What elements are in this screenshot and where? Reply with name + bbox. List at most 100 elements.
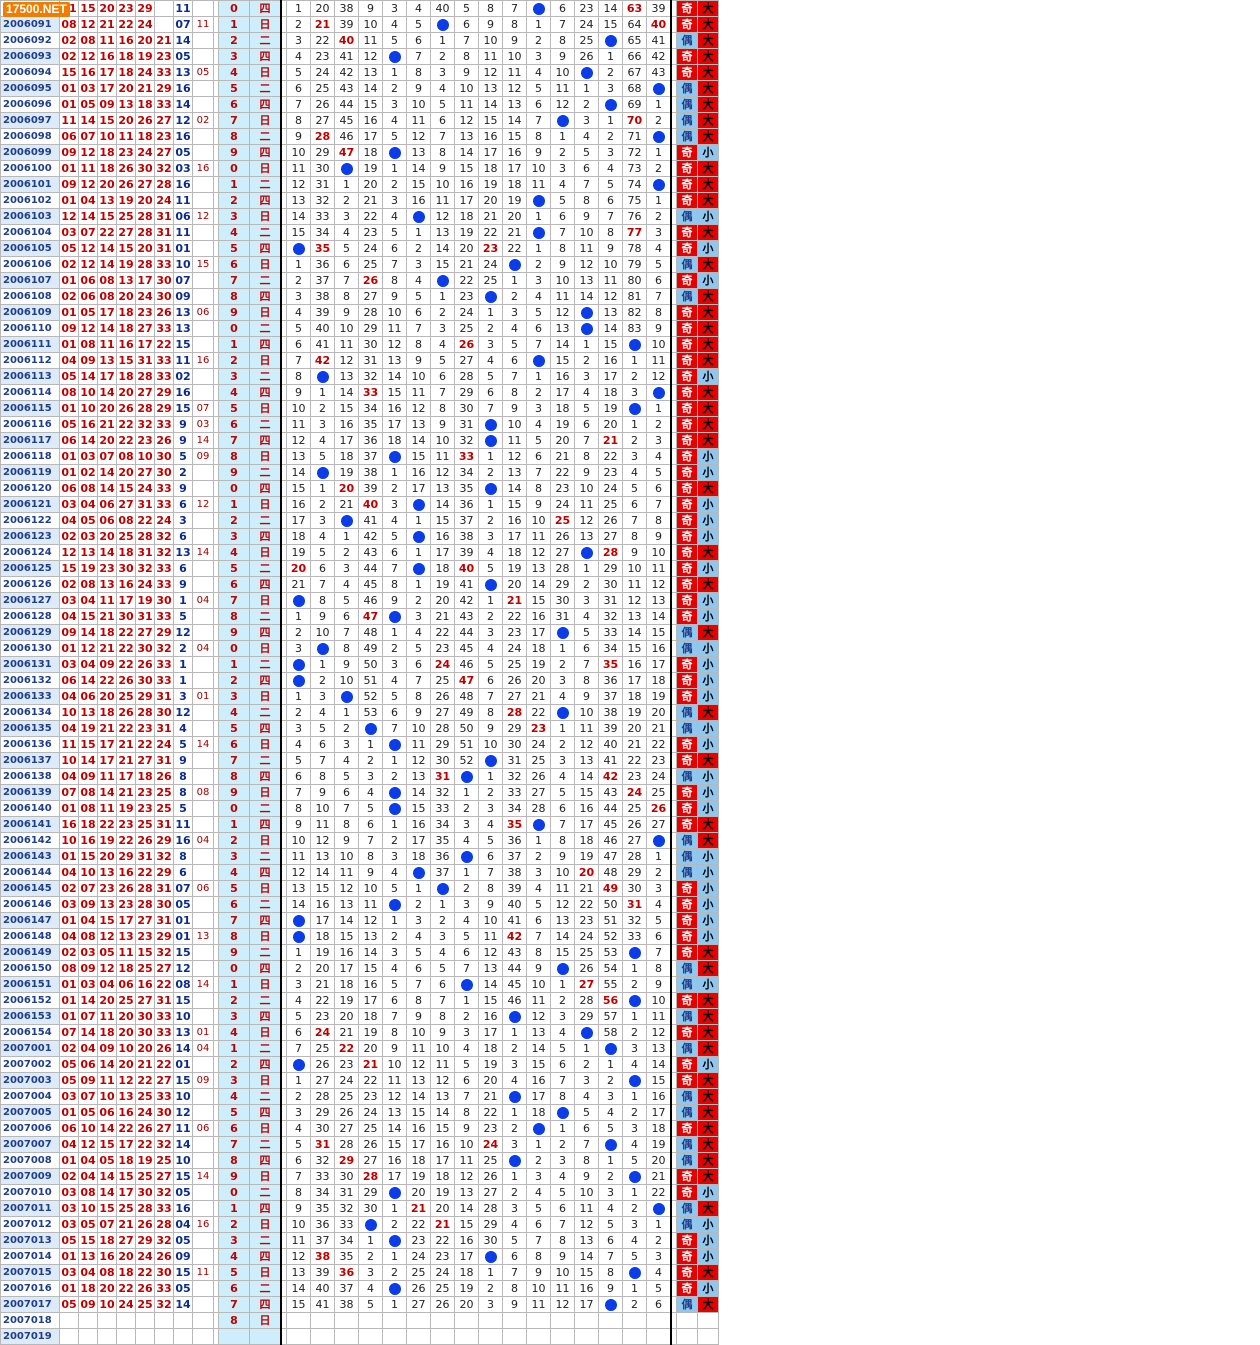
miss-count: 9 xyxy=(574,464,599,481)
tail-digit: 1 xyxy=(218,336,250,353)
red-ball: 11 xyxy=(116,944,136,961)
miss-count: 4 xyxy=(478,544,503,561)
miss-count: 14 xyxy=(502,112,527,129)
red-ball xyxy=(135,1328,155,1345)
red-ball: 09 xyxy=(78,768,98,785)
miss-count: 46 xyxy=(358,592,383,609)
miss-count: 13 xyxy=(334,368,359,385)
miss-count: 5 xyxy=(310,448,335,465)
big-small-badge: 大 xyxy=(697,1104,719,1121)
miss-count: 27 xyxy=(310,1072,335,1089)
odd-even-badge: 奇 xyxy=(676,64,698,81)
red-ball: 12 xyxy=(116,1072,136,1089)
red-ball: 06 xyxy=(78,1056,98,1073)
repeat-number xyxy=(192,992,214,1009)
hit-dot-icon xyxy=(550,704,575,721)
miss-count: 1 xyxy=(430,288,455,305)
miss-count: 7 xyxy=(430,992,455,1009)
red-ball: 22 xyxy=(135,864,155,881)
miss-count: 21 xyxy=(502,592,527,609)
red-ball: 08 xyxy=(97,288,117,305)
red-ball: 29 xyxy=(154,624,174,641)
red-ball: 23 xyxy=(135,800,155,817)
miss-count: 8 xyxy=(646,960,672,977)
miss-count: 17 xyxy=(526,624,551,641)
miss-count: 9 xyxy=(574,208,599,225)
miss-count: 13 xyxy=(382,352,407,369)
miss-count: 8 xyxy=(646,512,672,529)
issue-number: 2006091 xyxy=(0,16,60,33)
miss-count: 7 xyxy=(574,432,599,449)
miss-count: 33 xyxy=(430,800,455,817)
miss-count: 25 xyxy=(646,784,672,801)
repeat-number xyxy=(192,240,214,257)
miss-count: 5 xyxy=(550,1184,575,1201)
miss-count: 13 xyxy=(286,192,311,209)
red-ball: 09 xyxy=(59,144,79,161)
red-ball: 27 xyxy=(154,1072,174,1089)
miss-count: 1 xyxy=(550,640,575,657)
miss-count: 5 xyxy=(382,224,407,241)
miss-count: 4 xyxy=(430,80,455,97)
miss-count: 2 xyxy=(382,832,407,849)
red-ball: 17 xyxy=(116,912,136,929)
miss-count: 10 xyxy=(286,144,311,161)
red-ball: 18 xyxy=(116,320,136,337)
miss-count: 4 xyxy=(622,1232,647,1249)
miss-count: 13 xyxy=(574,752,599,769)
miss-count: 2 xyxy=(478,784,503,801)
miss-count: 14 xyxy=(574,288,599,305)
big-small-badge: 大 xyxy=(697,704,719,721)
red-ball: 14 xyxy=(78,624,98,641)
big-small-badge: 大 xyxy=(697,1200,719,1217)
miss-count: 13 xyxy=(502,96,527,113)
red-ball: 23 xyxy=(154,128,174,145)
miss-count: 26 xyxy=(334,1104,359,1121)
miss-count: 15 xyxy=(574,784,599,801)
odd-even-badge: 奇 xyxy=(676,464,698,481)
table-row: 2006124 12 13 14 18 31 32 13 14 4 日 19 5 2 43 6 1 17 39 4 18… xyxy=(0,544,719,561)
red-ball: 12 xyxy=(97,928,117,945)
red-ball: 33 xyxy=(154,368,174,385)
miss-count: 27 xyxy=(334,1120,359,1137)
miss-count: 25 xyxy=(502,656,527,673)
miss-count: 1 xyxy=(646,848,672,865)
odd-even-badge: 奇 xyxy=(676,800,698,817)
red-ball: 14 xyxy=(97,1120,117,1137)
special-ball: 15 xyxy=(173,1264,193,1281)
repeat-number xyxy=(192,848,214,865)
miss-count: 4 xyxy=(550,768,575,785)
big-small-badge: 大 xyxy=(697,944,719,961)
miss-count: 8 xyxy=(334,640,359,657)
miss-count: 7 xyxy=(502,368,527,385)
miss-count: 44 xyxy=(454,624,479,641)
red-ball: 33 xyxy=(154,560,174,577)
miss-count: 4 xyxy=(646,1264,672,1281)
miss-count: 6 xyxy=(454,1072,479,1089)
miss-count: 7 xyxy=(430,384,455,401)
red-ball: 14 xyxy=(97,384,117,401)
big-small-badge: 小 xyxy=(697,1248,719,1265)
red-ball: 20 xyxy=(116,288,136,305)
miss-count: 9 xyxy=(430,1024,455,1041)
red-ball: 10 xyxy=(97,128,117,145)
miss-count: 47 xyxy=(334,144,359,161)
red-ball: 27 xyxy=(135,464,155,481)
miss-count: 6 xyxy=(334,256,359,273)
weekday: 四 xyxy=(249,864,282,881)
miss-count: 9 xyxy=(382,288,407,305)
issue-number: 2007019 xyxy=(0,1328,60,1345)
red-ball: 22 xyxy=(135,1136,155,1153)
miss-count: 7 xyxy=(334,800,359,817)
table-row: 2006134 10 13 18 26 28 30 12 4 二 2 4 1 53 6 9 27 49 8 28 22 1… xyxy=(0,704,719,721)
miss-count: 15 xyxy=(334,928,359,945)
miss-count: 26 xyxy=(406,1280,431,1297)
odd-even-badge: 奇 xyxy=(676,752,698,769)
miss-count: 9 xyxy=(646,320,672,337)
table-row: 2006103 12 14 15 25 28 31 06 12 3 日 14 33 3 22 4 12 18 21 2… xyxy=(0,208,719,225)
red-ball: 20 xyxy=(116,1008,136,1025)
repeat-number: 16 xyxy=(192,352,214,369)
table-row: 2007008 01 04 05 18 19 25 10 8 四 6 32 29 27 16 18 17 11 25… xyxy=(0,1152,719,1169)
odd-even-badge: 奇 xyxy=(676,784,698,801)
miss-count: 4 xyxy=(310,432,335,449)
